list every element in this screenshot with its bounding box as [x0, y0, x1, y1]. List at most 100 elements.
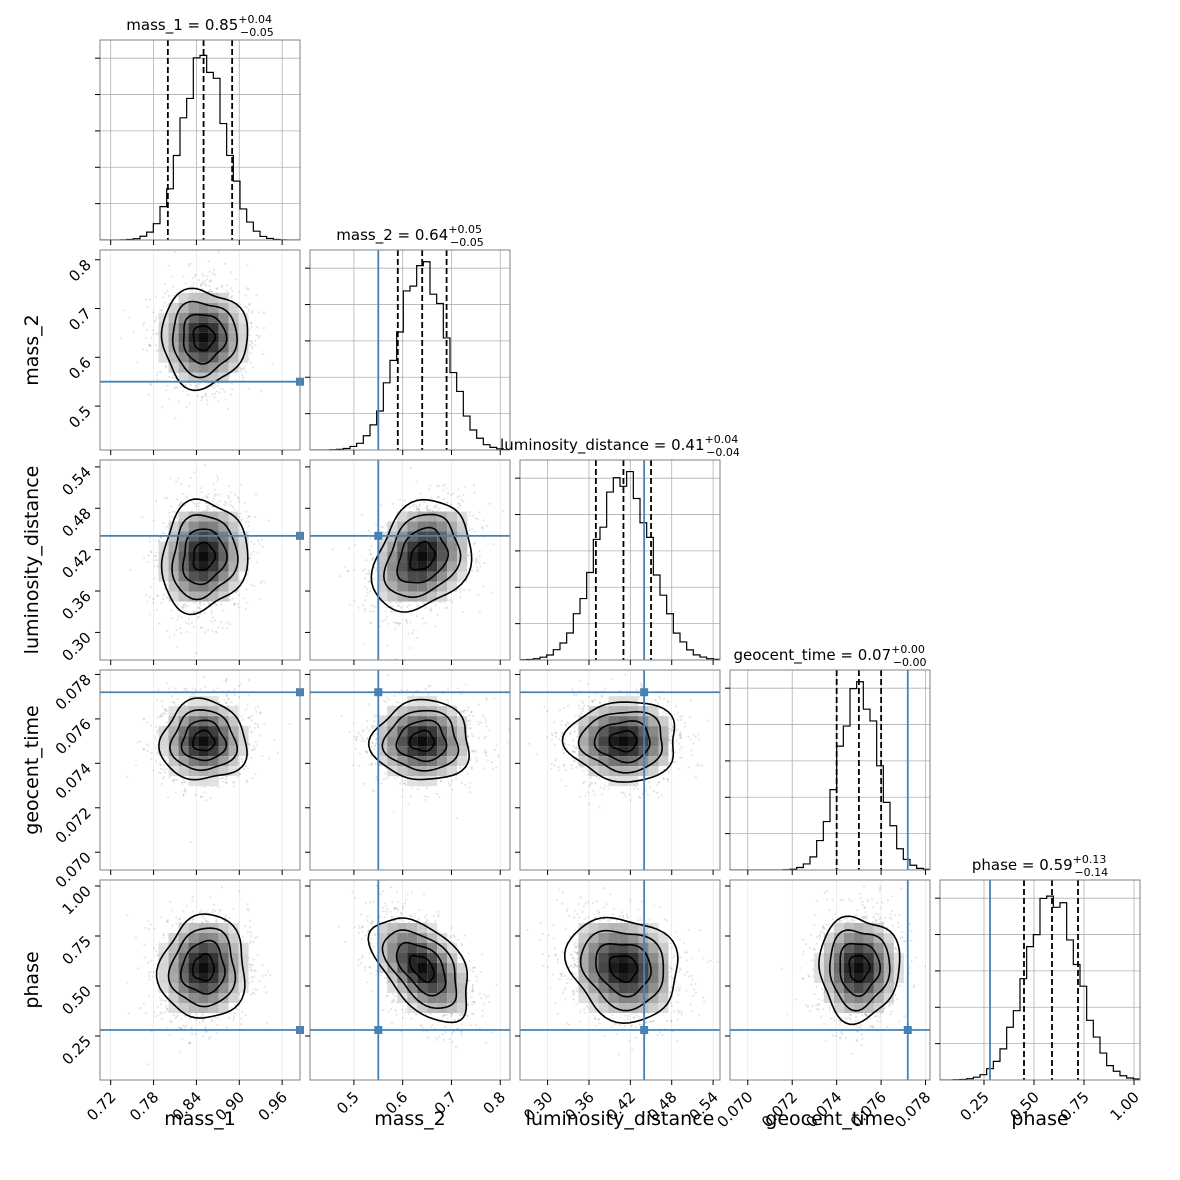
- sample-point: [206, 509, 209, 512]
- title-main: mass_2 = 0.64: [336, 226, 448, 245]
- density-cell: [397, 591, 408, 602]
- sample-point: [213, 619, 217, 622]
- density-cell: [447, 561, 458, 572]
- sample-point: [142, 348, 145, 351]
- sample-point: [197, 615, 201, 618]
- sample-point: [146, 349, 149, 352]
- y-axis-label-mass_2: mass_2: [21, 314, 43, 386]
- sample-point: [434, 603, 437, 606]
- sample-point: [154, 296, 157, 299]
- sample-point: [204, 495, 208, 498]
- y-tick-label: 0.48: [58, 504, 94, 540]
- sample-point: [173, 376, 176, 379]
- density-cell: [178, 581, 189, 592]
- density-cell: [228, 312, 239, 323]
- sample-point: [405, 619, 408, 622]
- sample-point: [180, 631, 183, 635]
- density-cell: [228, 521, 239, 532]
- sample-point: [214, 493, 217, 496]
- sample-point: [171, 275, 174, 278]
- sample-point: [478, 611, 481, 614]
- sample-point: [148, 536, 151, 539]
- sample-point: [142, 717, 146, 720]
- sample-point: [229, 393, 232, 396]
- sample-point: [152, 329, 155, 332]
- sample-point: [181, 389, 185, 392]
- sample-point: [159, 309, 162, 312]
- sample-point: [177, 615, 180, 618]
- sample-point: [463, 588, 466, 591]
- title-sup: +0.04: [705, 433, 739, 446]
- sample-point: [462, 493, 465, 496]
- sample-point: [200, 396, 203, 399]
- sample-point: [148, 298, 151, 301]
- density-cell: [208, 332, 219, 343]
- sample-point: [361, 513, 364, 516]
- sample-point: [152, 601, 155, 605]
- density-cell: [178, 352, 189, 363]
- sample-point: [160, 309, 163, 312]
- sample-point: [371, 558, 374, 561]
- sample-point: [185, 630, 188, 634]
- sample-point: [178, 503, 181, 506]
- sample-point: [162, 756, 166, 759]
- sample-point: [150, 337, 153, 340]
- density-cell: [198, 561, 209, 572]
- sample-point: [429, 509, 432, 512]
- sample-point: [444, 483, 447, 486]
- sample-point: [211, 384, 214, 387]
- density-cell: [377, 591, 388, 602]
- sample-point: [217, 400, 220, 403]
- sample-point: [147, 393, 150, 396]
- sample-point: [248, 302, 251, 305]
- sample-point: [162, 593, 165, 596]
- density-cell: [228, 571, 239, 582]
- sample-point: [354, 544, 357, 547]
- sample-point: [437, 485, 440, 488]
- sample-point: [258, 542, 261, 545]
- sample-point: [418, 503, 421, 506]
- sample-point: [245, 287, 248, 290]
- sample-point: [215, 287, 219, 290]
- sample-point: [249, 339, 252, 343]
- density-cell: [178, 362, 189, 373]
- sample-point: [200, 284, 203, 287]
- sample-point: [445, 606, 449, 609]
- density-cell: [387, 541, 398, 552]
- sample-point: [437, 496, 440, 499]
- density-cell: [417, 511, 428, 522]
- title-sub: −0.05: [450, 236, 484, 249]
- density-cell: [457, 521, 468, 532]
- sample-point: [179, 502, 182, 506]
- sample-point: [380, 504, 383, 507]
- sample-point: [156, 752, 159, 755]
- sample-point: [215, 604, 218, 607]
- sample-point: [239, 309, 242, 313]
- density-cell: [407, 561, 418, 572]
- density-cell: [437, 581, 448, 592]
- sample-point: [148, 344, 151, 347]
- sample-point: [254, 722, 257, 725]
- sample-point: [168, 398, 171, 401]
- density-cell: [198, 352, 209, 363]
- density-cell: [447, 521, 458, 532]
- sample-point: [141, 516, 144, 519]
- sample-point: [462, 500, 465, 503]
- sample-point: [148, 344, 151, 347]
- sample-point: [175, 291, 178, 294]
- sample-point: [144, 298, 147, 301]
- sample-point: [239, 367, 243, 370]
- density-cell: [387, 591, 398, 602]
- sample-point: [164, 496, 167, 499]
- sample-point: [129, 568, 132, 571]
- sample-point: [482, 585, 485, 588]
- sample-point: [432, 601, 435, 604]
- density-cell: [238, 312, 249, 323]
- sample-point: [246, 264, 249, 267]
- sample-point: [367, 529, 370, 532]
- y-tick-label: 0.42: [58, 546, 94, 582]
- sample-point: [254, 344, 257, 347]
- sample-point: [424, 606, 427, 610]
- sample-point: [173, 634, 176, 637]
- sample-point: [233, 603, 236, 606]
